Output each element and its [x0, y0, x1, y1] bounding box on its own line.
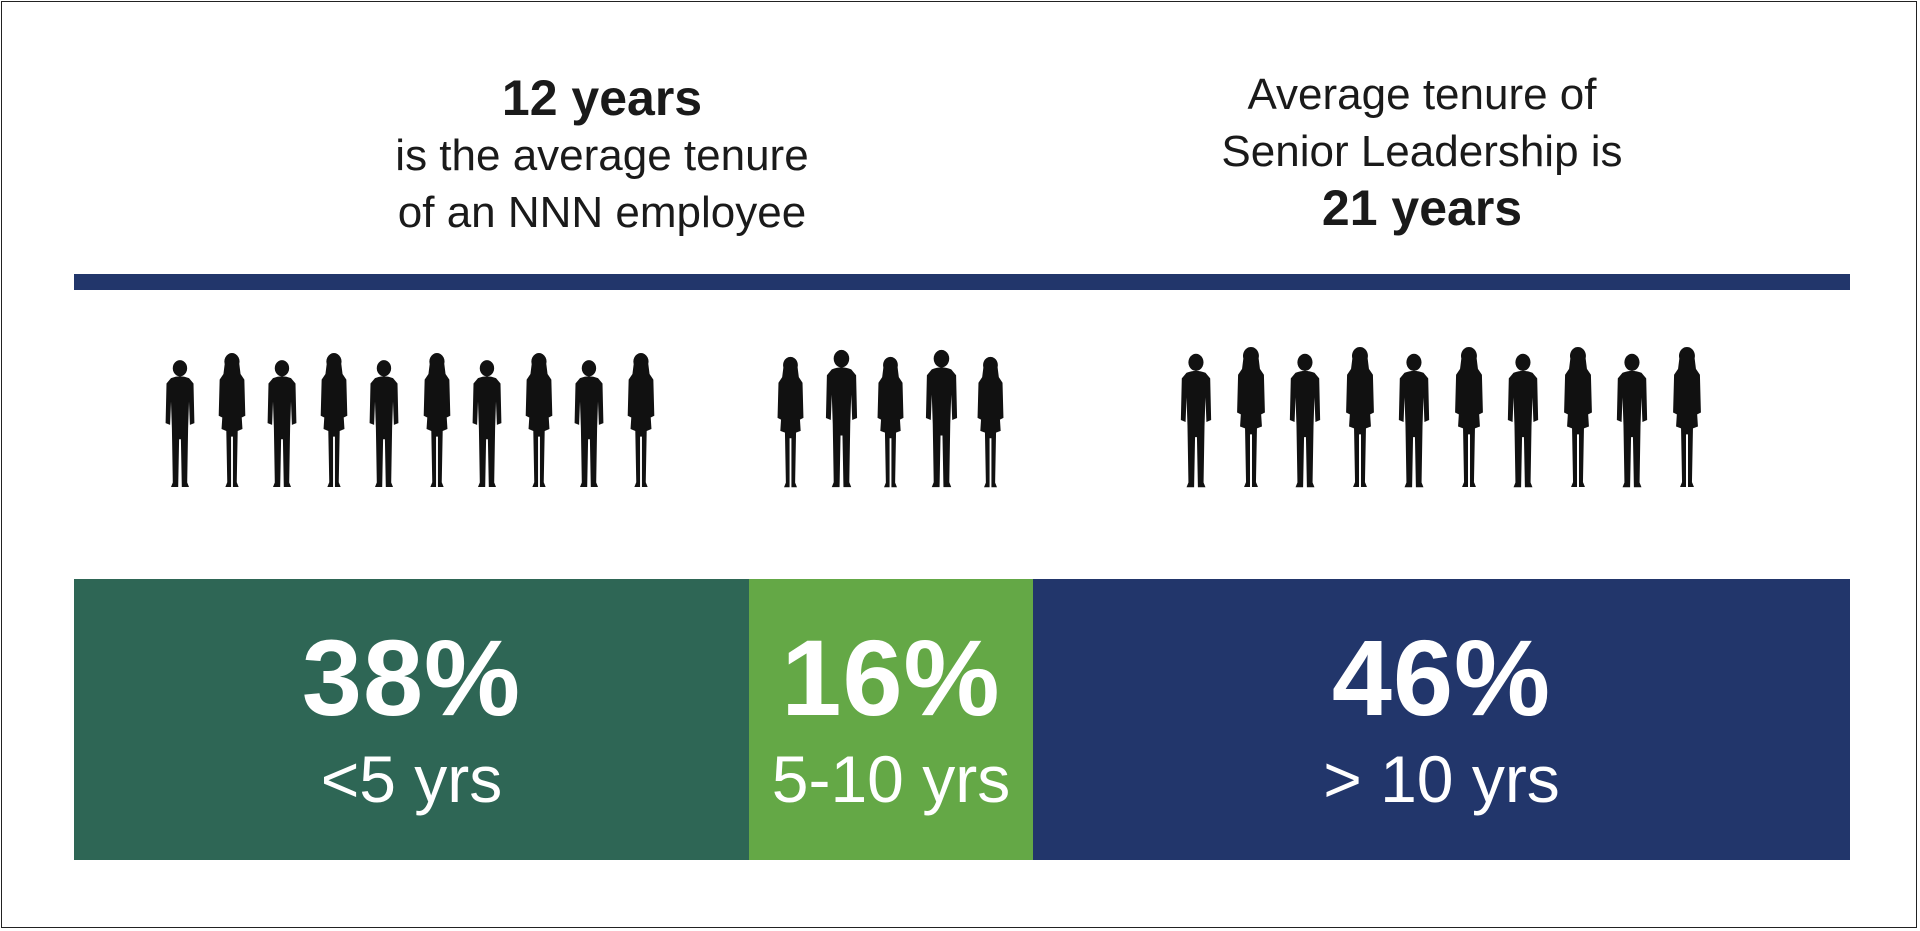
- people-silhouette-icon: [1177, 350, 1215, 497]
- segment-percent: 38%: [301, 617, 522, 738]
- people-silhouette-icon: [162, 356, 198, 497]
- average-tenure-leadership: Average tenure of Senior Leadership is 2…: [1112, 66, 1732, 237]
- people-silhouette-icon: [315, 349, 353, 497]
- people-silhouette-icon: [520, 349, 558, 497]
- people-silhouette-icon: [213, 349, 251, 497]
- divider-rule: [74, 274, 1850, 290]
- people-silhouette-icon: [772, 353, 809, 497]
- people-silhouette-icon: [366, 356, 402, 497]
- people-silhouette-icon: [1340, 343, 1380, 497]
- segment-percent: 46%: [1331, 617, 1552, 738]
- people-silhouette-icon: [418, 349, 456, 497]
- people-silhouette-icon: [1667, 343, 1707, 497]
- people-silhouette-icon: [469, 356, 505, 497]
- segment-label: <5 yrs: [320, 742, 503, 816]
- segment-percent: 16%: [781, 617, 1001, 738]
- people-silhouette-icon: [822, 346, 861, 497]
- people-silhouette-icon: [922, 346, 961, 497]
- people-group-under-5: [162, 327, 662, 497]
- people-group-over-10: [1177, 327, 1707, 497]
- segment-under-5-years: 38% <5 yrs: [74, 579, 749, 860]
- segment-label: > 10 yrs: [1323, 742, 1560, 816]
- leadership-tenure-text-1: Average tenure of: [1247, 70, 1597, 119]
- people-silhouette-icon: [1504, 350, 1542, 497]
- segment-5-to-10-years: 16% 5-10 yrs: [749, 579, 1033, 860]
- people-group-5-10: [772, 327, 1012, 497]
- people-silhouette-icon: [1558, 343, 1598, 497]
- people-silhouette-icon: [972, 353, 1009, 497]
- people-silhouette-icon: [1449, 343, 1489, 497]
- people-silhouette-icon: [622, 349, 660, 497]
- people-silhouette-icon: [1231, 343, 1271, 497]
- people-silhouette-icon: [1395, 350, 1433, 497]
- leadership-tenure-value: 21 years: [1321, 180, 1523, 236]
- people-silhouette-icon: [1286, 350, 1324, 497]
- segment-label: 5-10 yrs: [771, 742, 1011, 816]
- people-silhouette-icon: [1613, 350, 1651, 497]
- people-silhouette-icon: [264, 356, 300, 497]
- average-tenure-text-1: is the average tenure: [395, 131, 809, 180]
- segment-over-10-years: 46% > 10 yrs: [1033, 579, 1850, 860]
- people-silhouette-icon: [872, 353, 909, 497]
- average-tenure-value: 12 years: [501, 70, 703, 126]
- average-tenure-text-2: of an NNN employee: [397, 188, 807, 237]
- average-tenure-employee: 12 years is the average tenure of an NNN…: [302, 70, 902, 241]
- leadership-tenure-text-2: Senior Leadership is: [1221, 127, 1623, 176]
- people-silhouette-icon: [571, 356, 607, 497]
